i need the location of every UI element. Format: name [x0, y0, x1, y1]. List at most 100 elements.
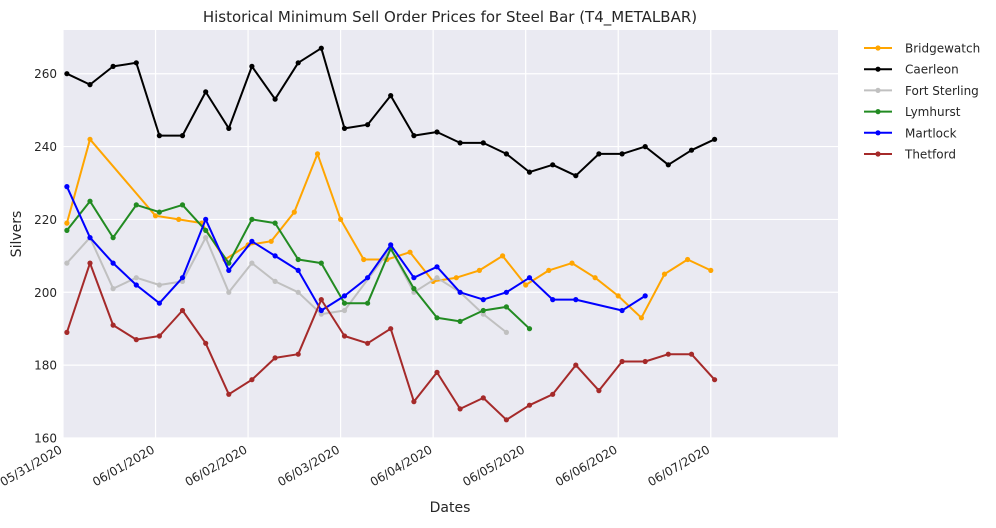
data-point-caerleon: [156, 133, 162, 139]
data-point-caerleon: [272, 96, 278, 102]
data-point-bridgewatch: [453, 275, 459, 281]
data-point-martlock: [179, 275, 186, 281]
data-point-caerleon: [87, 82, 93, 88]
data-point-fort-sterling: [249, 260, 255, 266]
data-point-martlock: [249, 238, 255, 244]
data-point-lymhurst: [156, 209, 162, 215]
data-point-lymhurst: [526, 326, 533, 332]
legend: Bridgewatch Caerleon Fort Sterling Lymhurst…: [864, 42, 980, 162]
data-point-bridgewatch: [569, 260, 575, 266]
data-point-thetford: [318, 297, 324, 303]
data-point-fort-sterling: [110, 286, 116, 292]
data-point-lymhurst: [341, 300, 348, 306]
data-point-martlock: [64, 184, 70, 190]
y-tick-label: 240: [34, 140, 57, 154]
data-point-lymhurst: [365, 300, 371, 306]
data-point-thetford: [619, 358, 625, 365]
data-point-fort-sterling: [480, 311, 486, 317]
data-point-bridgewatch: [708, 267, 714, 273]
series-caerleon: [64, 45, 718, 179]
data-point-martlock: [203, 216, 209, 222]
data-point-caerleon: [388, 93, 394, 99]
data-point-lymhurst: [411, 286, 417, 292]
data-point-caerleon: [249, 63, 255, 69]
data-point-thetford: [388, 326, 394, 332]
data-point-bridgewatch: [314, 151, 321, 157]
data-point-caerleon: [596, 151, 602, 157]
data-point-martlock: [573, 297, 579, 303]
data-point-fort-sterling: [156, 282, 162, 288]
data-point-caerleon: [318, 45, 324, 51]
data-point-lymhurst: [295, 256, 301, 263]
data-point-fort-sterling: [503, 329, 509, 335]
data-point-fort-sterling: [434, 275, 440, 281]
data-point-bridgewatch: [615, 293, 621, 299]
legend-item-martlock: Martlock: [864, 126, 957, 140]
legend-label-lymhurst: Lymhurst: [905, 105, 961, 119]
data-point-lymhurst: [87, 198, 93, 204]
data-point-martlock: [457, 289, 463, 295]
data-point-martlock: [341, 293, 348, 299]
data-point-thetford: [226, 391, 232, 397]
data-point-fort-sterling: [272, 278, 278, 284]
data-point-lymhurst: [503, 304, 509, 310]
data-point-bridgewatch: [685, 256, 691, 263]
y-tick-label: 200: [34, 286, 57, 300]
y-tick-label: 260: [34, 67, 57, 81]
data-point-bridgewatch: [291, 209, 297, 215]
series-thetford: [64, 260, 718, 423]
data-point-caerleon: [203, 89, 209, 95]
data-point-thetford: [573, 362, 579, 368]
data-point-thetford: [110, 322, 116, 328]
data-point-bridgewatch: [338, 216, 344, 222]
data-point-martlock: [365, 275, 371, 281]
data-point-bridgewatch: [361, 256, 367, 263]
y-tick-label: 180: [34, 359, 57, 373]
data-point-thetford: [526, 402, 533, 408]
data-point-martlock: [133, 282, 139, 288]
data-point-lymhurst: [203, 227, 209, 233]
data-point-caerleon: [110, 63, 116, 69]
legend-label-martlock: Martlock: [905, 126, 957, 140]
data-point-thetford: [365, 340, 371, 346]
legend-marker-bridgewatch: [875, 45, 881, 51]
data-point-thetford: [133, 337, 139, 343]
data-point-bridgewatch: [500, 253, 506, 259]
data-point-thetford: [457, 406, 463, 412]
x-tick-label: 06/02/2020: [183, 442, 250, 489]
data-point-thetford: [596, 388, 602, 394]
x-tick-label: 05/31/2020: [0, 442, 65, 489]
data-point-lymhurst: [249, 216, 255, 222]
legend-item-thetford: Thetford: [864, 148, 956, 162]
data-point-fort-sterling: [226, 289, 232, 295]
legend-label-thetford: Thetford: [904, 148, 956, 162]
legend-item-lymhurst: Lymhurst: [864, 105, 961, 119]
data-point-martlock: [642, 293, 648, 299]
data-point-lymhurst: [226, 260, 232, 266]
data-point-bridgewatch: [638, 315, 645, 321]
data-point-bridgewatch: [152, 213, 159, 219]
legend-label-bridgewatch: Bridgewatch: [905, 42, 980, 56]
legend-marker-thetford: [875, 151, 881, 157]
data-point-caerleon: [642, 144, 648, 150]
data-point-thetford: [249, 377, 255, 383]
data-point-bridgewatch: [592, 275, 598, 281]
x-tick-label: 06/05/2020: [460, 442, 527, 489]
data-point-caerleon: [526, 169, 533, 175]
data-point-martlock: [434, 264, 440, 270]
data-point-thetford: [665, 351, 671, 357]
x-tick-label: 06/01/2020: [90, 442, 157, 489]
data-point-bridgewatch: [87, 136, 93, 142]
data-point-thetford: [480, 395, 486, 401]
data-point-fort-sterling: [203, 235, 209, 241]
data-point-bridgewatch: [523, 282, 529, 288]
data-point-thetford: [203, 340, 209, 346]
data-point-caerleon: [64, 71, 70, 77]
x-tick-label: 06/04/2020: [368, 442, 435, 489]
data-point-lymhurst: [434, 315, 440, 321]
data-point-martlock: [411, 275, 417, 281]
data-point-thetford: [87, 260, 93, 266]
data-point-thetford: [642, 358, 648, 365]
